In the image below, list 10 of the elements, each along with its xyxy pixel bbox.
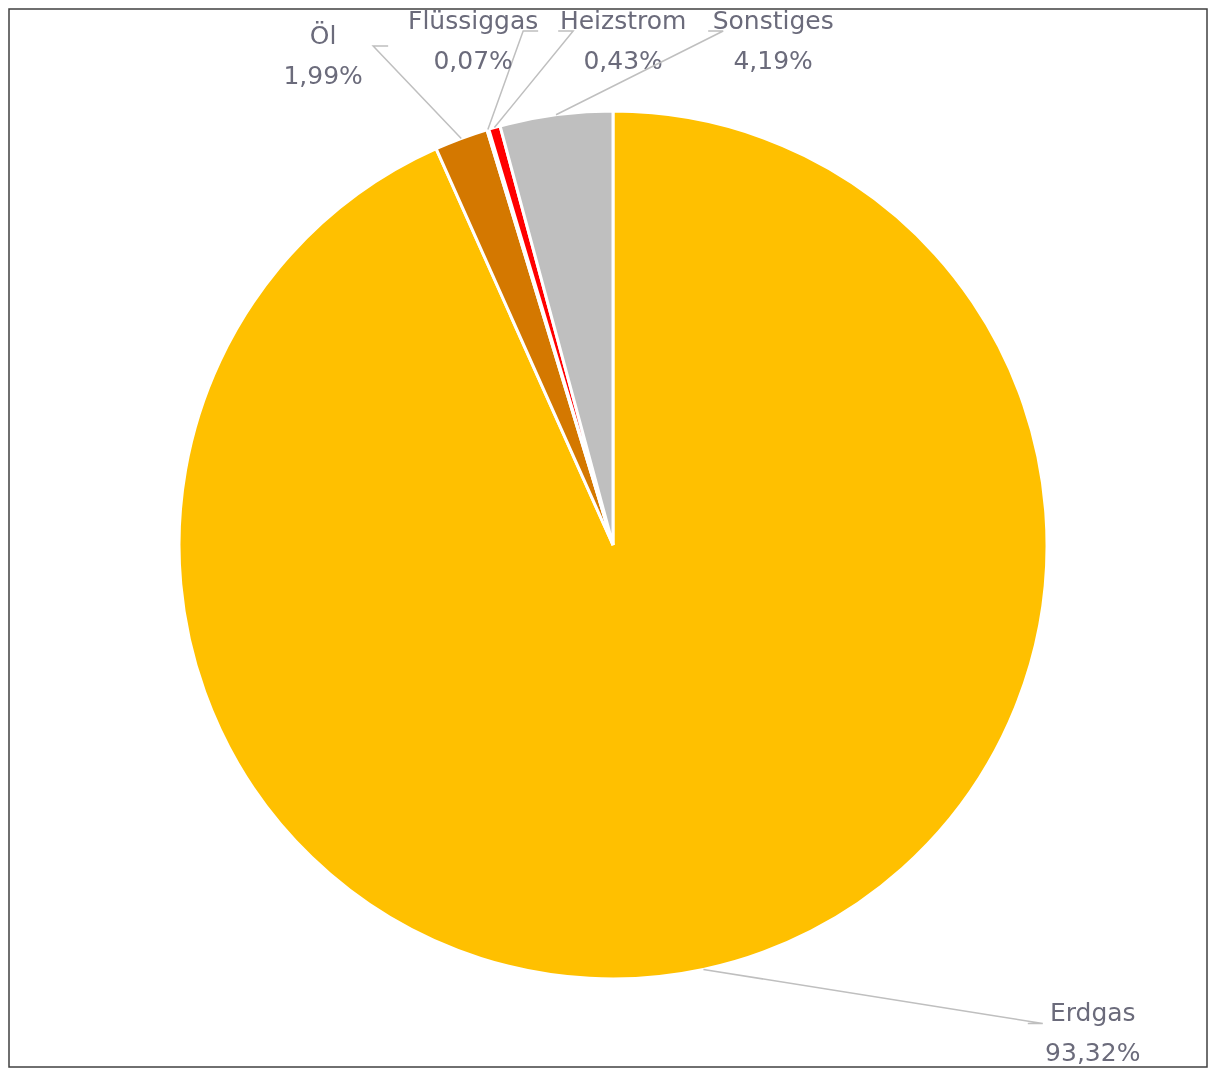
data-label: 0,43% — [583, 46, 663, 75]
data-label: 93,32% — [1045, 1038, 1141, 1068]
data-label: 1,99% — [283, 61, 363, 90]
slice-label: Heizstrom — [559, 6, 687, 35]
slice-label: Flüssiggas — [408, 6, 539, 35]
data-label: 4,19% — [733, 46, 813, 75]
slice-label: Öl — [309, 21, 337, 50]
slice-label: Sonstiges — [712, 6, 834, 35]
slice-label: Erdgas — [1049, 998, 1136, 1028]
data-label: 0,07% — [433, 46, 513, 75]
